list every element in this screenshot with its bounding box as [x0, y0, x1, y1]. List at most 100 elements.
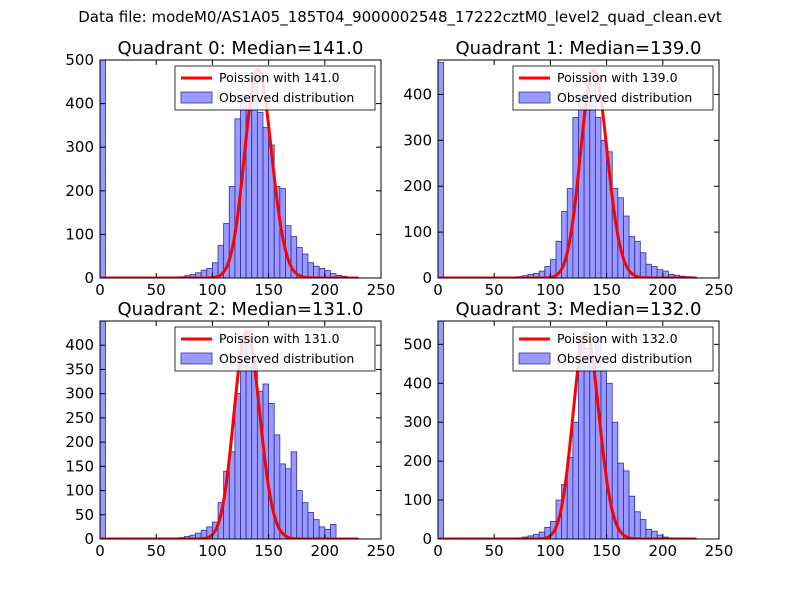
y-tick-label: 300 — [65, 385, 94, 403]
subplot-title: Quadrant 0: Median=141.0 — [118, 38, 364, 59]
histogram-bar — [262, 127, 270, 278]
legend: Poission with 141.0 Observed distribution — [174, 65, 376, 111]
y-tick-label: 400 — [65, 95, 94, 113]
y-tick-label: 0 — [84, 269, 94, 287]
y-tick-label: 100 — [403, 491, 432, 509]
x-tick-label: 200 — [310, 542, 339, 560]
quadrant-3-plot: 0 50 100 150 200 250 0 100 200 300 400 500 Quadrant … — [403, 299, 733, 560]
histogram-bar — [285, 468, 292, 539]
histogram-bar — [438, 321, 445, 539]
histogram-bar — [583, 100, 591, 278]
subplot-title: Quadrant 2: Median=131.0 — [118, 299, 364, 320]
histogram-bar — [301, 502, 309, 539]
y-tick-label: 100 — [65, 482, 94, 500]
x-tick-label: 100 — [198, 542, 227, 560]
x-tick-label: 200 — [648, 281, 677, 299]
y-tick-label: 50 — [75, 506, 94, 524]
axes-frame — [437, 320, 720, 540]
histogram-bar — [268, 402, 275, 539]
legend: Poission with 139.0 Observed distribution — [512, 65, 714, 111]
histogram-bar — [634, 511, 641, 539]
y-tick-label: 200 — [65, 433, 94, 451]
axes-frame — [99, 320, 382, 540]
histogram-bar — [628, 495, 636, 539]
histogram-bar — [307, 262, 314, 278]
histogram-bar — [279, 463, 286, 539]
histogram-bar — [594, 116, 602, 278]
y-tick-label: 200 — [65, 182, 94, 200]
histogram-bar — [313, 265, 320, 278]
axes-frame — [99, 59, 382, 279]
y-tick-label: 400 — [403, 85, 432, 103]
legend-poisson-label: Poission with 139.0 — [557, 70, 678, 85]
y-tick-label: 0 — [422, 269, 432, 287]
x-tick-label: 50 — [485, 542, 504, 560]
x-tick-label: 200 — [310, 281, 339, 299]
histogram-bar — [256, 111, 264, 278]
y-tick-label: 200 — [403, 452, 432, 470]
quadrant-2-plot: 0 50 100 150 200 250050100150200250300350400Q… — [65, 299, 395, 560]
histogram-bar — [301, 253, 309, 278]
y-tick-label: 100 — [65, 225, 94, 243]
histogram-bar — [589, 82, 596, 278]
x-tick-label: 50 — [485, 281, 504, 299]
legend-bars-swatch — [518, 352, 551, 365]
y-tick-label: 300 — [65, 138, 94, 156]
x-tick-label: 100 — [198, 281, 227, 299]
histogram-bar — [651, 266, 658, 278]
legend-observed-label: Observed distribution — [557, 90, 692, 105]
x-tick-label: 100 — [536, 542, 565, 560]
x-tick-label: 50 — [147, 281, 166, 299]
histogram-bar — [100, 60, 107, 278]
legend-bars-swatch — [518, 91, 551, 104]
histogram-bar — [307, 511, 314, 539]
legend: Poission with 131.0 Observed distribution — [174, 326, 376, 372]
quadrant-1-plot: 0 50 100 150 200 250 0 100 200 300 400 Quadrant 1: … — [403, 38, 733, 299]
legend-bars-swatch — [180, 352, 213, 365]
legend-bars-swatch — [180, 91, 213, 104]
histogram-bar — [583, 347, 591, 539]
y-tick-label: 100 — [403, 223, 432, 241]
quadrant-0-plot: 0 50 100 150 200 250 0 100 200 300 400 500 Quadrant … — [65, 38, 395, 299]
subplot-title: Quadrant 3: Median=132.0 — [456, 299, 702, 320]
legend-observed-label: Observed distribution — [219, 90, 354, 105]
y-tick-label: 350 — [65, 360, 94, 378]
legend-observed-label: Observed distribution — [557, 351, 692, 366]
x-tick-label: 250 — [367, 281, 396, 299]
histogram-bar — [100, 321, 107, 539]
legend: Poission with 132.0 Observed distribution — [512, 326, 714, 372]
y-tick-label: 300 — [403, 413, 432, 431]
histogram-bar — [589, 363, 596, 539]
y-tick-label: 500 — [65, 51, 94, 69]
y-tick-label: 300 — [403, 131, 432, 149]
x-tick-label: 0 — [433, 542, 443, 560]
observed-bars — [100, 321, 337, 539]
x-tick-label: 250 — [705, 281, 734, 299]
y-tick-label: 250 — [65, 409, 94, 427]
axes-frame — [437, 59, 720, 279]
y-tick-label: 500 — [403, 335, 432, 353]
histogram-bar — [639, 519, 647, 539]
histogram-bar — [634, 240, 641, 278]
x-tick-label: 150 — [254, 542, 283, 560]
histogram-bar — [572, 421, 579, 539]
histogram-bar — [318, 526, 326, 539]
legend-poisson-label: Poission with 131.0 — [219, 331, 340, 346]
y-tick-label: 200 — [403, 177, 432, 195]
x-tick-label: 100 — [536, 281, 565, 299]
y-tick-label: 400 — [403, 374, 432, 392]
figure-title: Data file: modeM0/AS1A05_185T04_90000025… — [78, 8, 722, 26]
legend-poisson-label: Poission with 132.0 — [557, 331, 678, 346]
x-tick-label: 0 — [433, 281, 443, 299]
y-tick-label: 0 — [422, 530, 432, 548]
poisson-curve — [101, 330, 359, 539]
histogram-bar — [645, 263, 652, 278]
histogram-bar — [330, 524, 337, 539]
histogram-bar — [234, 393, 241, 539]
x-tick-label: 150 — [254, 281, 283, 299]
x-tick-label: 250 — [705, 542, 734, 560]
x-tick-label: 200 — [648, 542, 677, 560]
x-tick-label: 0 — [95, 542, 105, 560]
